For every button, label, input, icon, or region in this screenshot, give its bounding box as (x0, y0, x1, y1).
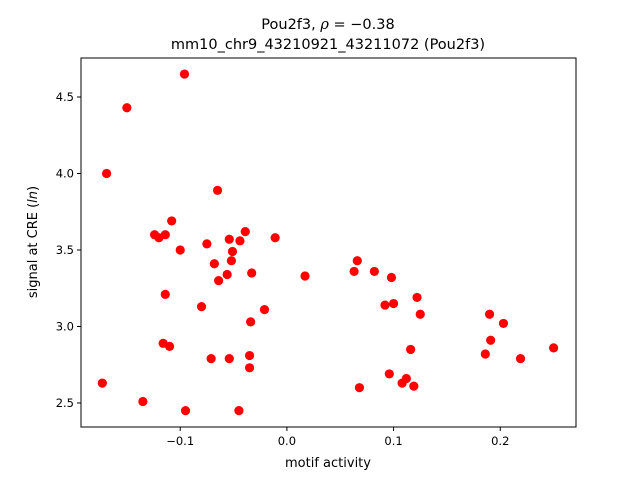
data-point (164, 341, 175, 351)
plot-frame (80, 57, 577, 428)
data-point (226, 256, 237, 266)
data-point (300, 271, 310, 281)
data-point (227, 246, 238, 257)
data-point (202, 239, 212, 249)
data-point (486, 335, 496, 345)
data-point (160, 289, 170, 299)
data-point (270, 233, 280, 243)
data-point (122, 103, 132, 113)
data-point (386, 272, 397, 283)
data-point (380, 300, 390, 310)
data-point (244, 350, 255, 361)
x-axis-label: motif activity (285, 456, 371, 471)
data-point (224, 354, 234, 364)
data-point (175, 245, 185, 255)
data-point (548, 343, 559, 353)
data-point (369, 266, 379, 277)
data-point (222, 269, 232, 280)
y-tick-label: 4.0 (56, 167, 74, 181)
data-points (97, 69, 559, 416)
data-point (224, 234, 234, 244)
y-tick-label: 2.5 (56, 396, 74, 410)
chart-title-line1: Pou2f3, ρ = −0.38 (261, 17, 394, 33)
data-point (240, 227, 250, 237)
data-point (206, 354, 216, 364)
data-point (354, 383, 365, 393)
data-point (234, 406, 244, 416)
data-point (412, 292, 422, 303)
data-point (209, 259, 219, 269)
x-tick-label: 0.2 (491, 434, 509, 448)
data-point (212, 185, 223, 195)
x-tick-label: −0.1 (166, 434, 194, 448)
data-point (196, 302, 207, 312)
data-point (167, 216, 177, 226)
data-point (352, 256, 362, 266)
data-point (214, 275, 224, 286)
y-tick-label: 4.5 (56, 90, 74, 104)
data-point (154, 233, 164, 243)
y-axis: 2.5 3.0 3.5 4.0 4.5 (56, 90, 81, 410)
data-point (138, 396, 148, 407)
data-point (415, 309, 425, 319)
x-tick-label: 0.1 (384, 434, 402, 448)
data-point (102, 168, 112, 179)
chart-title-line2: mm10_chr9_43210921_43211072 (Pou2f3) (171, 37, 485, 53)
data-point (247, 268, 257, 278)
data-point (97, 378, 107, 388)
data-point (388, 298, 399, 309)
y-tick-label: 3.5 (56, 243, 74, 257)
x-axis: −0.1 0.0 0.1 0.2 (166, 427, 509, 448)
data-point (235, 236, 245, 246)
data-point (484, 309, 495, 319)
y-axis-label: signal at CRE (ln) (26, 186, 41, 298)
data-point (401, 373, 411, 384)
data-point (480, 349, 490, 359)
data-point (179, 69, 190, 79)
y-tick-label: 3.0 (56, 319, 74, 333)
data-point (384, 369, 394, 379)
data-point (406, 344, 416, 355)
data-point (246, 317, 256, 327)
data-point (180, 406, 191, 416)
data-point (498, 318, 509, 329)
data-point (349, 266, 359, 277)
data-point (515, 354, 526, 364)
data-point (409, 381, 419, 391)
data-point (244, 363, 255, 373)
data-point (259, 305, 270, 315)
x-tick-label: 0.0 (278, 434, 296, 448)
